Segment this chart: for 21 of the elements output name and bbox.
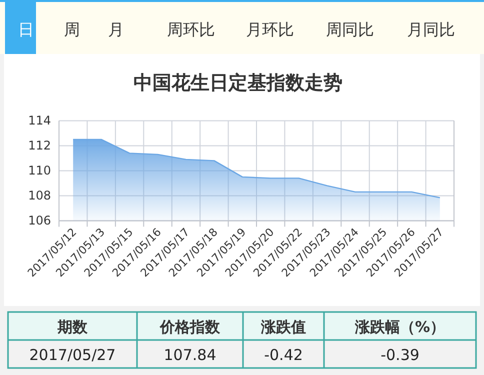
chart-title: 中国花生日定基指数走势	[134, 72, 342, 94]
text: 2017/05/27	[29, 346, 116, 364]
text: 价格指数	[159, 318, 221, 336]
text: 月环比	[246, 20, 294, 39]
text: 期数	[56, 318, 88, 336]
y-tick-label: 106	[28, 214, 51, 228]
text: 周	[64, 20, 80, 39]
text: 月	[108, 20, 124, 39]
text: -0.42	[264, 346, 303, 364]
y-tick-label: 114	[28, 114, 51, 128]
text: 周同比	[326, 20, 374, 39]
text: -0.39	[380, 346, 420, 364]
text: 月同比	[407, 20, 455, 39]
text: 涨跌幅（%）	[354, 318, 446, 336]
y-tick-label: 108	[28, 188, 51, 203]
text: 日	[18, 20, 34, 39]
text: 107.84	[164, 346, 216, 364]
text: 周环比	[167, 20, 215, 39]
text: 涨跌值	[260, 318, 306, 336]
y-tick-label: 110	[28, 164, 51, 178]
y-tick-label: 112	[28, 138, 51, 153]
